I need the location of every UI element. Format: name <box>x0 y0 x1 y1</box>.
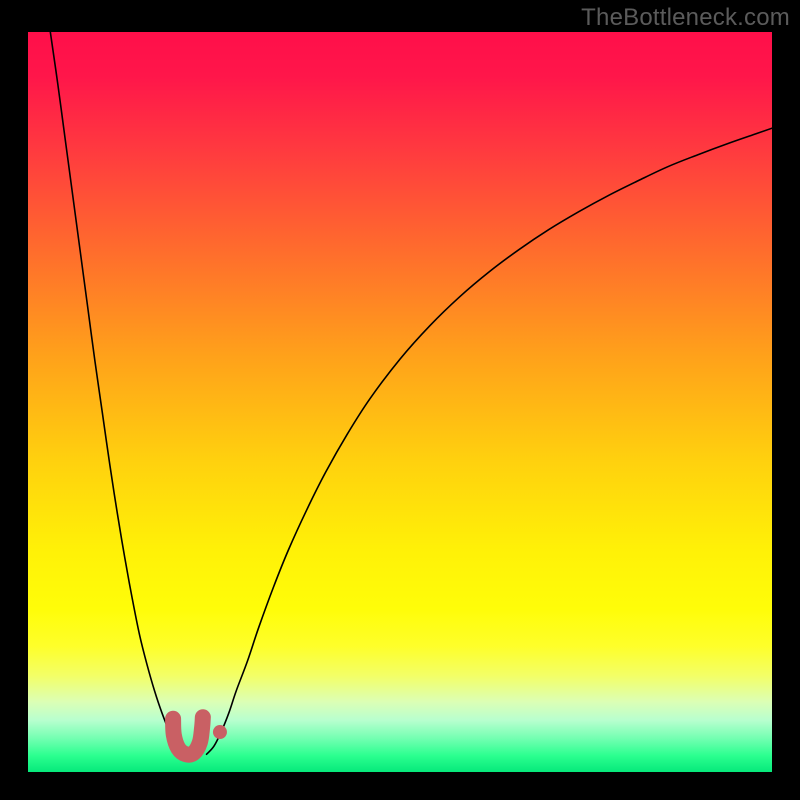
plot-svg <box>28 32 772 772</box>
gradient-background <box>28 32 772 772</box>
watermark-text: TheBottleneck.com <box>581 4 790 32</box>
marker-dot <box>213 725 227 739</box>
plot-area <box>28 32 772 772</box>
